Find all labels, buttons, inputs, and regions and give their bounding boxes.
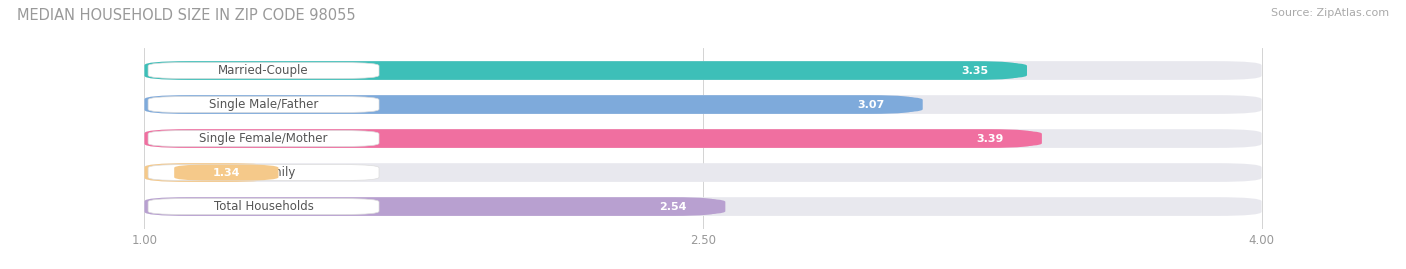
Text: Single Male/Father: Single Male/Father: [209, 98, 318, 111]
FancyBboxPatch shape: [145, 129, 1035, 148]
Text: Married-Couple: Married-Couple: [218, 64, 309, 77]
FancyBboxPatch shape: [145, 61, 1019, 80]
Text: Source: ZipAtlas.com: Source: ZipAtlas.com: [1271, 8, 1389, 18]
FancyBboxPatch shape: [145, 197, 718, 216]
Text: 2.54: 2.54: [659, 201, 688, 211]
Text: 3.39: 3.39: [976, 133, 1004, 144]
FancyBboxPatch shape: [818, 97, 922, 112]
Text: Single Female/Mother: Single Female/Mother: [200, 132, 328, 145]
FancyBboxPatch shape: [145, 197, 1261, 216]
Text: 1.34: 1.34: [212, 168, 240, 178]
FancyBboxPatch shape: [145, 129, 1261, 148]
Text: 3.35: 3.35: [962, 66, 988, 76]
FancyBboxPatch shape: [145, 163, 1261, 182]
Text: Non-family: Non-family: [232, 166, 295, 179]
FancyBboxPatch shape: [148, 130, 380, 147]
FancyBboxPatch shape: [922, 63, 1026, 79]
FancyBboxPatch shape: [148, 63, 380, 79]
FancyBboxPatch shape: [174, 165, 278, 180]
Text: Total Households: Total Households: [214, 200, 314, 213]
FancyBboxPatch shape: [145, 95, 1261, 114]
FancyBboxPatch shape: [148, 165, 380, 180]
FancyBboxPatch shape: [938, 130, 1042, 147]
Text: 3.07: 3.07: [856, 100, 884, 109]
FancyBboxPatch shape: [145, 61, 1261, 80]
FancyBboxPatch shape: [621, 199, 725, 214]
FancyBboxPatch shape: [145, 95, 915, 114]
FancyBboxPatch shape: [148, 97, 380, 112]
FancyBboxPatch shape: [148, 199, 380, 214]
Text: MEDIAN HOUSEHOLD SIZE IN ZIP CODE 98055: MEDIAN HOUSEHOLD SIZE IN ZIP CODE 98055: [17, 8, 356, 23]
FancyBboxPatch shape: [145, 163, 271, 182]
